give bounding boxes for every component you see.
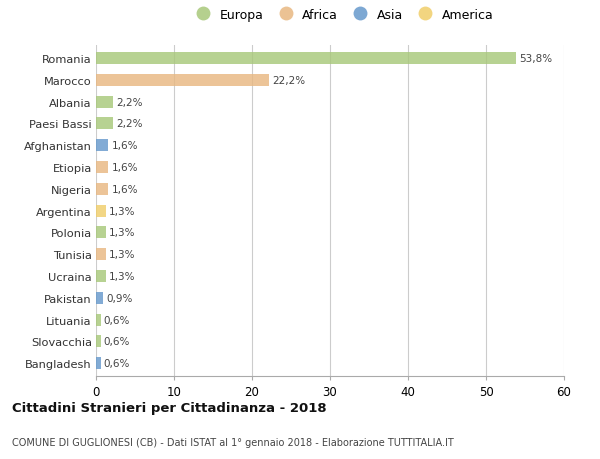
Text: 1,6%: 1,6% <box>112 141 138 151</box>
Text: 0,6%: 0,6% <box>104 358 130 368</box>
Bar <box>96 184 109 196</box>
Bar <box>96 358 101 369</box>
Text: 1,6%: 1,6% <box>112 162 138 173</box>
Bar <box>96 314 101 326</box>
Text: 22,2%: 22,2% <box>272 76 305 86</box>
Text: 1,3%: 1,3% <box>109 271 136 281</box>
Text: COMUNE DI GUGLIONESI (CB) - Dati ISTAT al 1° gennaio 2018 - Elaborazione TUTTITA: COMUNE DI GUGLIONESI (CB) - Dati ISTAT a… <box>12 437 454 447</box>
Bar <box>96 162 109 174</box>
Text: 2,2%: 2,2% <box>116 97 143 107</box>
Bar <box>96 118 113 130</box>
Text: 2,2%: 2,2% <box>116 119 143 129</box>
Bar <box>96 53 515 65</box>
Text: 0,6%: 0,6% <box>104 336 130 347</box>
Text: 1,6%: 1,6% <box>112 185 138 195</box>
Text: Cittadini Stranieri per Cittadinanza - 2018: Cittadini Stranieri per Cittadinanza - 2… <box>12 401 326 414</box>
Text: 1,3%: 1,3% <box>109 250 136 260</box>
Text: 1,3%: 1,3% <box>109 206 136 216</box>
Bar <box>96 270 106 282</box>
Bar <box>96 96 113 108</box>
Text: 1,3%: 1,3% <box>109 228 136 238</box>
Text: 0,6%: 0,6% <box>104 315 130 325</box>
Legend: Europa, Africa, Asia, America: Europa, Africa, Asia, America <box>191 9 493 22</box>
Bar <box>96 336 101 347</box>
Bar <box>96 140 109 152</box>
Text: 53,8%: 53,8% <box>519 54 552 64</box>
Text: 0,9%: 0,9% <box>106 293 133 303</box>
Bar <box>96 75 269 87</box>
Bar <box>96 249 106 261</box>
Bar <box>96 227 106 239</box>
Bar <box>96 205 106 217</box>
Bar <box>96 292 103 304</box>
